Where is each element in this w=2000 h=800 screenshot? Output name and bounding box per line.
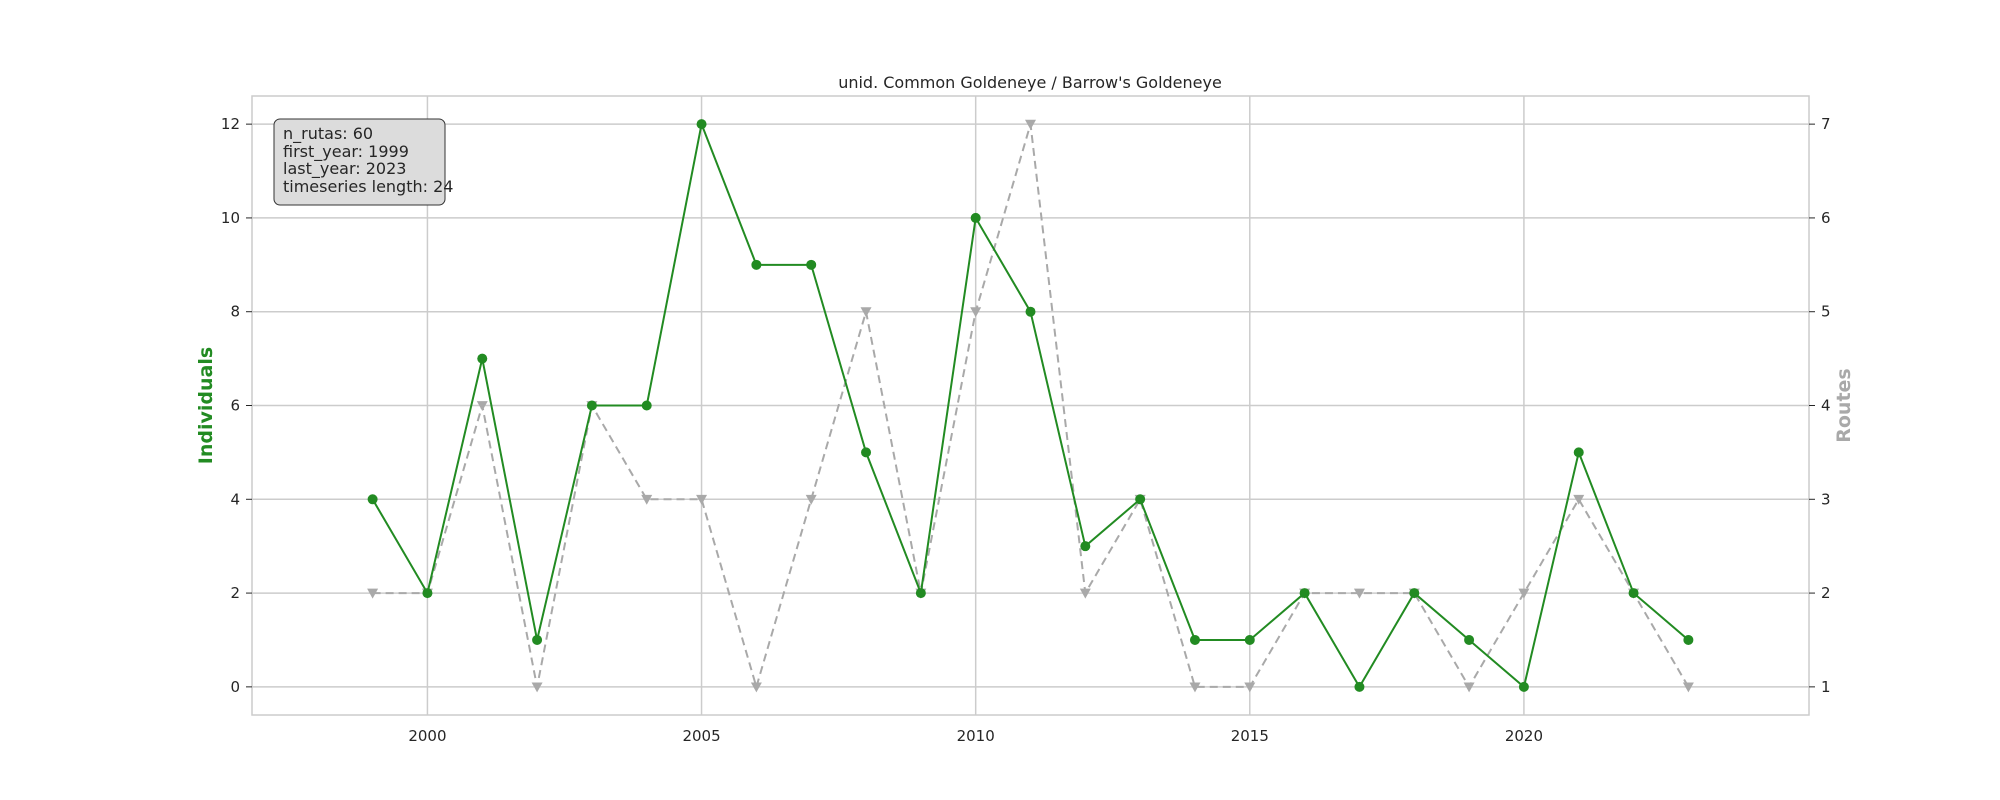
info-line-first-year: first_year: 1999 (283, 142, 409, 162)
data-point-individuals (970, 212, 981, 223)
data-point-individuals (1518, 681, 1529, 692)
data-point-individuals (1683, 634, 1694, 645)
info-box-background (273, 118, 446, 206)
info-box: n_rutas: 60 first_year: 1999 last_year: … (273, 118, 453, 206)
y-tick-label-left: 0 (230, 678, 240, 696)
data-point-routes (1518, 588, 1530, 599)
data-point-individuals (422, 588, 433, 599)
data-point-routes (1573, 494, 1585, 505)
y-tick-label-right: 1 (1821, 678, 1831, 696)
data-point-individuals (806, 259, 817, 270)
x-tick-label: 2020 (1505, 727, 1543, 745)
data-point-routes (1189, 682, 1201, 693)
y-tick-label-left: 8 (230, 303, 240, 321)
data-point-individuals (367, 494, 378, 505)
data-point-individuals (1189, 634, 1200, 645)
y-tick-label-right: 5 (1821, 303, 1831, 321)
data-point-individuals (586, 400, 597, 411)
y-axis-label-left: Individuals (195, 347, 217, 464)
y-tick-label-right: 2 (1821, 584, 1831, 602)
info-line-timeseries-length: timeseries length: 24 (283, 177, 453, 196)
data-point-individuals (477, 353, 488, 364)
data-point-routes (1682, 682, 1694, 693)
data-point-routes (970, 307, 982, 318)
data-point-individuals (696, 119, 707, 130)
grid-layer (252, 96, 1809, 715)
series-layer (367, 119, 1694, 693)
data-point-individuals (1573, 447, 1584, 458)
x-tick-label: 2015 (1231, 727, 1269, 745)
data-point-individuals (861, 447, 872, 458)
data-point-routes (750, 682, 762, 693)
info-line-last-year: last_year: 2023 (283, 159, 406, 179)
y-tick-label-left: 4 (230, 490, 240, 508)
data-point-individuals (915, 588, 926, 599)
data-point-routes (1025, 119, 1036, 130)
y-tick-label-right: 7 (1821, 115, 1831, 133)
data-point-routes (531, 682, 543, 693)
data-point-routes (641, 494, 653, 505)
data-point-routes (1244, 682, 1256, 693)
y-tick-label-left: 12 (221, 115, 240, 133)
data-point-individuals (1409, 588, 1420, 599)
data-point-individuals (641, 400, 652, 411)
x-tick-label: 2010 (957, 727, 995, 745)
y-tick-label-left: 2 (230, 584, 240, 602)
data-point-individuals (1299, 588, 1310, 599)
data-point-routes (1463, 682, 1475, 693)
x-tick-label: 2000 (408, 727, 446, 745)
data-point-individuals (751, 259, 762, 270)
y-axis-label-right: Routes (1833, 368, 1855, 443)
data-point-individuals (1080, 541, 1091, 552)
y-tick-label-left: 10 (221, 209, 240, 227)
info-line-n-rutas: n_rutas: 60 (283, 124, 373, 144)
data-point-individuals (1464, 634, 1475, 645)
x-tick-label: 2005 (682, 727, 720, 745)
data-point-individuals (1628, 588, 1639, 599)
data-point-individuals (1135, 494, 1146, 505)
y-tick-label-right: 4 (1821, 397, 1831, 415)
data-point-individuals (1244, 634, 1255, 645)
data-point-routes (1079, 588, 1091, 599)
chart-title: unid. Common Goldeneye / Barrow's Golden… (838, 73, 1222, 92)
data-point-routes (476, 401, 488, 411)
y-tick-label-right: 3 (1821, 490, 1831, 508)
y-tick-label-right: 6 (1821, 209, 1831, 227)
series-individuals (367, 119, 1694, 692)
data-point-routes (696, 494, 708, 505)
data-point-routes (805, 494, 817, 505)
data-point-routes (860, 307, 872, 318)
y-tick-label-left: 6 (230, 397, 240, 415)
data-point-routes (1353, 588, 1365, 599)
data-point-individuals (1025, 306, 1036, 317)
data-point-routes (367, 588, 379, 599)
data-point-individuals (1354, 681, 1365, 692)
data-point-individuals (532, 634, 543, 645)
